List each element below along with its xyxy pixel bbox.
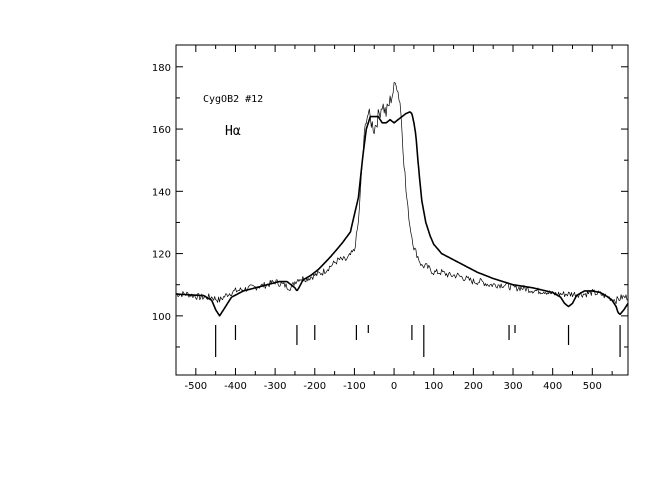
y-tick-label: 180 — [152, 63, 171, 74]
x-tick-label: 200 — [464, 381, 483, 392]
x-tick-label: 500 — [583, 381, 602, 392]
x-tick-label: -400 — [224, 381, 247, 392]
tick-marks — [175, 45, 628, 375]
x-tick-labels: -500 -400 -300 -200 -100 0 100 200 300 400 500 — [184, 381, 601, 392]
x-tick-label: -300 — [264, 381, 287, 392]
y-tick-label: 160 — [152, 125, 171, 136]
observed-spectrum-line — [175, 82, 629, 305]
x-tick-label: 0 — [391, 381, 397, 392]
series-lines — [175, 82, 629, 317]
line-markers — [215, 325, 621, 357]
y-tick-label: 120 — [152, 250, 171, 261]
model-profile-line — [176, 111, 629, 317]
plot-frame — [175, 44, 629, 376]
x-tick-label: 100 — [424, 381, 443, 392]
star-name-annotation: CygOB2 #12 — [203, 94, 263, 105]
x-tick-label: -500 — [184, 381, 207, 392]
x-tick-label: 300 — [503, 381, 522, 392]
x-tick-label: 400 — [543, 381, 562, 392]
line-name-annotation: Hα — [225, 124, 241, 139]
y-tick-label: 100 — [152, 312, 171, 323]
y-tick-label: 140 — [152, 187, 171, 198]
x-tick-label: -200 — [303, 381, 326, 392]
y-tick-labels: 100 120 140 160 180 — [152, 63, 171, 323]
x-tick-label: -100 — [343, 381, 366, 392]
